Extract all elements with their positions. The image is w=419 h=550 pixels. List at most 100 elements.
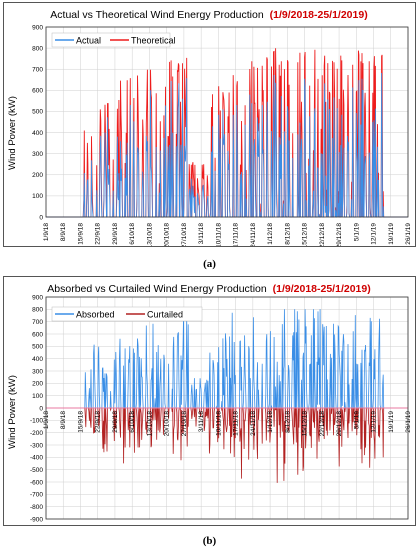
a-xtick-19: 12/1/19 — [371, 223, 378, 245]
chart-a-title: Actual vs Theoretical Wind Energy Produc… — [50, 9, 367, 21]
b-ytick-17: 800 — [32, 307, 43, 314]
a-xtick-20: 19/1/19 — [388, 223, 395, 245]
b-xtick-6: 13/10/18 — [146, 411, 153, 437]
series-absorbed-line — [46, 309, 408, 409]
chart-a-svg: Actual vs Theoretical Wind Energy Produc… — [7, 9, 412, 246]
chart-a-y-ticks: 0 100 200 300 400 500 600 700 800 900 — [32, 24, 43, 221]
chart-b-title: Absorbed vs Curtailed Wind Energy Produc… — [47, 283, 370, 295]
b-ytick-15: 600 — [32, 331, 43, 338]
b-xtick-9: 3/11/18 — [198, 411, 205, 433]
chart-b-title-range: (1/9/2018-25/1/2019) — [273, 283, 371, 295]
chart-b-title-text: Absorbed vs Curtailed Wind Energy Produc… — [47, 283, 267, 295]
a-ytick-9: 900 — [32, 24, 43, 31]
chart-b-series — [46, 309, 408, 483]
chart-b-plot-frame — [45, 296, 409, 520]
a-xtick-17: 29/12/18 — [336, 223, 343, 246]
series-curtailed-line — [46, 407, 408, 483]
series-curtailed-area — [46, 408, 408, 483]
b-xtick-13: 1/12/18 — [267, 411, 274, 433]
chart-panel-b: Absorbed vs Curtailed Wind Energy Produc… — [3, 276, 416, 526]
chart-b-svg: Absorbed vs Curtailed Wind Energy Produc… — [7, 283, 412, 523]
b-xtick-11: 17/11/18 — [233, 411, 240, 436]
b-ytick-2: -700 — [30, 492, 43, 499]
a-ytick-1: 100 — [32, 193, 43, 200]
b-xtick-20: 19/1/19 — [388, 411, 395, 433]
a-ytick-0: 0 — [39, 214, 43, 221]
a-xtick-10: 10/11/18 — [215, 223, 222, 246]
a-ytick-3: 300 — [32, 151, 43, 158]
caption-a: (a) — [203, 258, 216, 270]
a-xtick-3: 22/9/18 — [95, 223, 102, 245]
b-ytick-9: 0 — [39, 405, 43, 412]
a-xtick-21: 26/1/19 — [405, 223, 412, 245]
a-xtick-13: 1/12/18 — [267, 223, 274, 245]
a-ytick-2: 200 — [32, 172, 43, 179]
chart-a-x-ticks: 1/9/18 8/9/18 15/9/18 22/9/18 29/9/18 6/10/18… — [43, 223, 412, 246]
b-xtick-0: 1/9/18 — [43, 411, 50, 429]
b-xtick-4: 29/9/18 — [112, 411, 119, 433]
b-xtick-3: 22/9/18 — [95, 411, 102, 433]
chart-b-legend: Absorbed Curtailed — [51, 306, 203, 322]
a-ytick-6: 600 — [32, 88, 43, 95]
a-xtick-18: 5/1/19 — [353, 223, 360, 241]
a-xtick-16: 22/12/18 — [319, 223, 326, 246]
b-xtick-5: 6/10/18 — [129, 411, 136, 433]
a-ytick-5: 500 — [32, 109, 43, 116]
b-xtick-17: 29/12/18 — [336, 411, 343, 437]
b-ytick-11: 200 — [32, 381, 43, 388]
a-ytick-7: 700 — [32, 67, 43, 74]
chart-a-legend: Actual Theoretical — [51, 32, 176, 48]
chart-b-y-axis-label: Wind Power (kW) — [7, 375, 18, 449]
b-ytick-18: 900 — [32, 294, 43, 301]
a-ytick-8: 800 — [32, 45, 43, 52]
b-xtick-1: 8/9/18 — [60, 411, 67, 429]
chart-panel-a: Actual vs Theoretical Wind Energy Produc… — [3, 2, 416, 247]
b-xtick-2: 15/9/18 — [77, 411, 84, 433]
b-xtick-7: 20/10/18 — [164, 411, 171, 437]
b-xtick-14: 8/12/18 — [284, 411, 291, 433]
chart-b-x-ticks: 1/9/18 8/9/18 15/9/18 22/9/18 29/9/18 6/10/18… — [43, 411, 412, 437]
b-xtick-8: 27/10/18 — [181, 411, 188, 437]
b-xtick-12: 24/11/18 — [250, 411, 257, 436]
a-xtick-15: 15/12/18 — [302, 223, 309, 246]
a-xtick-9: 3/11/18 — [198, 223, 205, 245]
b-ytick-5: -400 — [30, 455, 43, 462]
chart-a-y-axis-label: Wind Power (kW) — [7, 96, 18, 170]
legend-actual-label: Actual — [76, 36, 101, 46]
b-xtick-15: 15/12/18 — [302, 411, 309, 437]
b-ytick-1: -800 — [30, 504, 43, 511]
b-xtick-10: 10/11/18 — [215, 411, 222, 436]
a-xtick-5: 6/10/18 — [129, 223, 136, 245]
legend-absorbed-label: Absorbed — [76, 310, 115, 320]
a-xtick-1: 8/9/18 — [60, 223, 67, 241]
chart-b-y-ticks: -900 -800 -700 -600 -500 -400 -300 -200 -100 0 100… — [30, 294, 43, 523]
b-ytick-3: -600 — [30, 479, 43, 486]
b-ytick-4: -500 — [30, 467, 43, 474]
a-xtick-12: 24/11/18 — [250, 223, 257, 246]
b-ytick-13: 400 — [32, 356, 43, 363]
b-ytick-14: 500 — [32, 344, 43, 351]
legend-curtailed-label: Curtailed — [147, 310, 183, 320]
b-ytick-16: 700 — [32, 319, 43, 326]
legend-theoretical-label: Theoretical — [131, 36, 176, 46]
a-xtick-6: 13/10/18 — [146, 223, 153, 246]
chart-a-title-text: Actual vs Theoretical Wind Energy Produc… — [50, 9, 264, 21]
chart-a-plot-frame — [45, 26, 409, 218]
b-ytick-6: -300 — [30, 442, 43, 449]
chart-a-title-range: (1/9/2018-25/1/2019) — [270, 9, 368, 21]
caption-b: (b) — [202, 535, 217, 547]
a-xtick-2: 15/9/18 — [77, 223, 84, 245]
b-ytick-12: 300 — [32, 368, 43, 375]
a-xtick-14: 8/12/18 — [284, 223, 291, 245]
b-xtick-19: 12/1/19 — [371, 411, 378, 433]
b-ytick-8: -100 — [30, 418, 43, 425]
a-xtick-7: 20/10/18 — [164, 223, 171, 246]
b-xtick-21: 26/1/19 — [405, 411, 412, 433]
a-ytick-4: 400 — [32, 130, 43, 137]
b-xtick-16: 22/12/18 — [319, 411, 326, 437]
b-xtick-18: 5/1/19 — [353, 411, 360, 429]
b-ytick-0: -900 — [30, 516, 43, 523]
a-xtick-0: 1/9/18 — [43, 223, 50, 241]
a-xtick-4: 29/9/18 — [112, 223, 119, 245]
a-xtick-11: 17/11/18 — [233, 223, 240, 246]
